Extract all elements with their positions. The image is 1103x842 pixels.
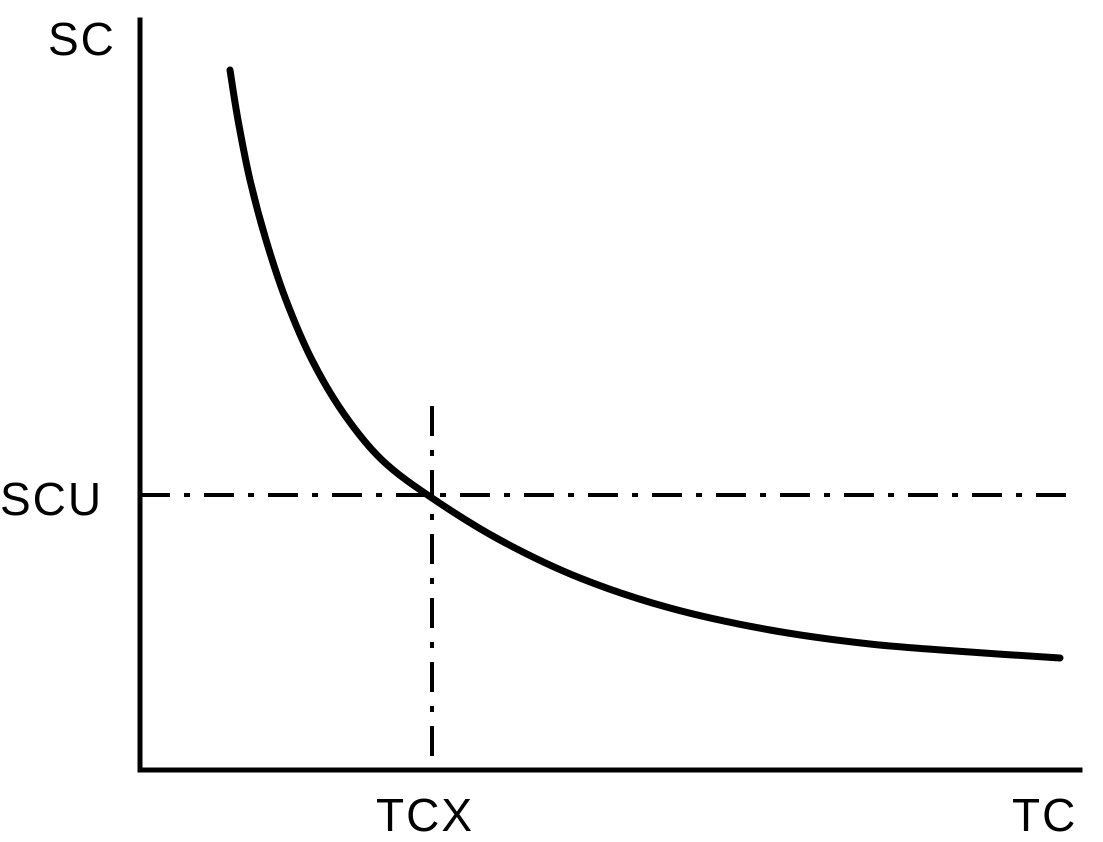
x-axis-label: TC xyxy=(1012,788,1077,842)
data-curve xyxy=(230,70,1060,658)
y-axis-label: SC xyxy=(48,12,116,66)
x-reference-label: TCX xyxy=(376,788,474,842)
chart-container: SC TC SCU TCX xyxy=(0,0,1103,839)
chart-svg xyxy=(0,0,1103,839)
y-reference-label: SCU xyxy=(0,472,103,526)
